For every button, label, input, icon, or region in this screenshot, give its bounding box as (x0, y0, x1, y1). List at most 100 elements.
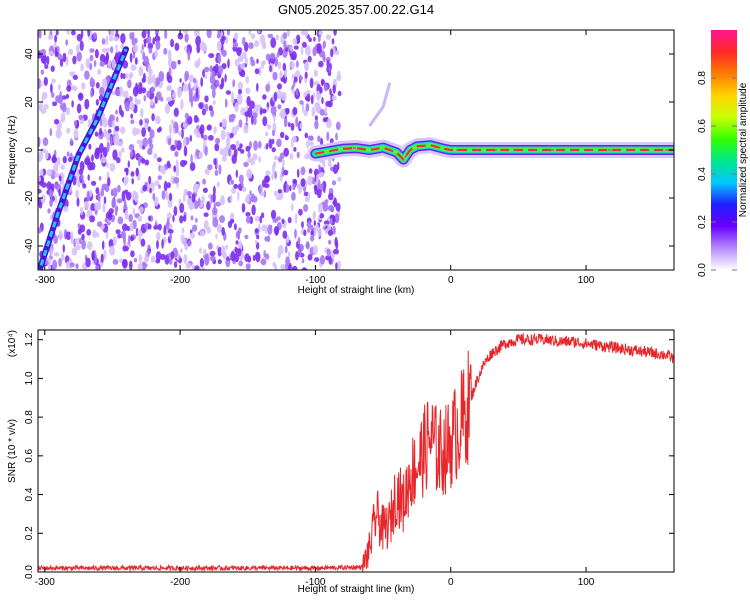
noise-speck (177, 59, 181, 65)
noise-speck (295, 70, 301, 78)
noise-speck (238, 174, 244, 184)
noise-speck (99, 86, 105, 97)
noise-speck (190, 154, 193, 164)
spectrogram-x-tick-label: -100 (305, 275, 325, 286)
noise-speck (155, 251, 162, 262)
noise-speck (120, 126, 126, 134)
noise-speck (166, 212, 172, 220)
noise-speck (72, 55, 77, 65)
noise-speck (296, 151, 300, 159)
noise-speck (213, 203, 216, 214)
noise-speck (94, 49, 99, 59)
noise-speck (226, 30, 230, 36)
noise-speck (177, 87, 183, 98)
noise-speck (287, 251, 291, 257)
noise-speck (233, 183, 239, 189)
noise-speck (149, 143, 154, 150)
noise-speck (335, 213, 340, 222)
noise-speck (307, 227, 311, 233)
noise-speck (123, 90, 129, 99)
noise-speck (69, 262, 75, 268)
noise-speck (142, 137, 148, 148)
noise-speck (89, 63, 93, 71)
noise-speck (81, 233, 85, 241)
noise-speck (60, 164, 65, 171)
noise-speck (120, 72, 124, 80)
noise-speck (47, 208, 51, 214)
noise-speck (117, 233, 122, 239)
noise-speck (214, 143, 220, 152)
noise-speck (181, 237, 187, 245)
noise-speck (200, 77, 204, 87)
noise-speck (227, 148, 232, 157)
noise-speck (232, 42, 239, 48)
noise-speck (238, 88, 242, 95)
noise-speck (322, 50, 326, 61)
noise-speck (273, 190, 278, 197)
noise-speck (312, 245, 319, 255)
noise-speck (337, 70, 341, 79)
noise-speck (290, 122, 295, 131)
noise-speck (79, 161, 85, 172)
snr-x-tick-label: 0 (448, 577, 454, 588)
noise-speck (189, 162, 196, 172)
noise-speck (141, 30, 147, 39)
snr-y-tick-label: 1.0 (24, 371, 35, 385)
noise-speck (217, 259, 222, 265)
noise-speck (330, 48, 334, 58)
noise-speck (174, 151, 179, 157)
noise-speck (231, 91, 235, 102)
noise-speck (300, 45, 304, 56)
noise-speck (333, 248, 339, 255)
noise-speck (189, 135, 193, 142)
noise-speck (251, 33, 256, 40)
noise-speck (40, 81, 43, 88)
noise-speck (280, 264, 287, 270)
noise-speck (184, 243, 189, 251)
noise-speck (313, 80, 320, 86)
noise-speck (317, 35, 321, 43)
noise-speck (73, 74, 78, 80)
noise-speck (307, 192, 311, 202)
noise-speck (300, 178, 306, 187)
noise-speck (272, 71, 278, 81)
noise-speck (62, 52, 67, 63)
noise-speck (229, 194, 233, 204)
noise-speck (87, 30, 91, 37)
noise-speck (170, 251, 175, 260)
noise-speck (78, 114, 84, 121)
noise-speck (322, 40, 326, 49)
noise-speck (54, 47, 58, 58)
noise-speck (82, 183, 87, 189)
noise-speck (221, 118, 227, 127)
noise-speck (170, 144, 177, 151)
noise-speck (280, 91, 287, 101)
noise-speck (246, 215, 251, 224)
noise-speck (327, 229, 334, 236)
noise-speck (101, 38, 106, 45)
noise-speck (51, 78, 56, 84)
noise-speck (55, 128, 62, 139)
noise-speck (106, 141, 110, 153)
noise-speck (192, 96, 199, 102)
noise-speck (252, 112, 258, 119)
noise-speck (197, 57, 201, 66)
noise-speck (164, 254, 170, 265)
noise-speck (277, 189, 282, 194)
noise-speck (313, 226, 317, 237)
noise-speck (48, 189, 54, 198)
noise-speck (186, 191, 192, 196)
noise-speck (204, 95, 209, 103)
noise-speck (219, 215, 225, 224)
noise-speck (107, 212, 113, 221)
noise-speck (275, 34, 280, 41)
noise-speck (297, 250, 302, 258)
noise-speck (258, 66, 262, 77)
noise-speck (68, 156, 73, 163)
noise-speck (130, 113, 134, 119)
noise-speck (314, 257, 320, 262)
noise-speck (324, 199, 329, 205)
noise-speck (193, 83, 197, 92)
noise-speck (62, 156, 67, 164)
